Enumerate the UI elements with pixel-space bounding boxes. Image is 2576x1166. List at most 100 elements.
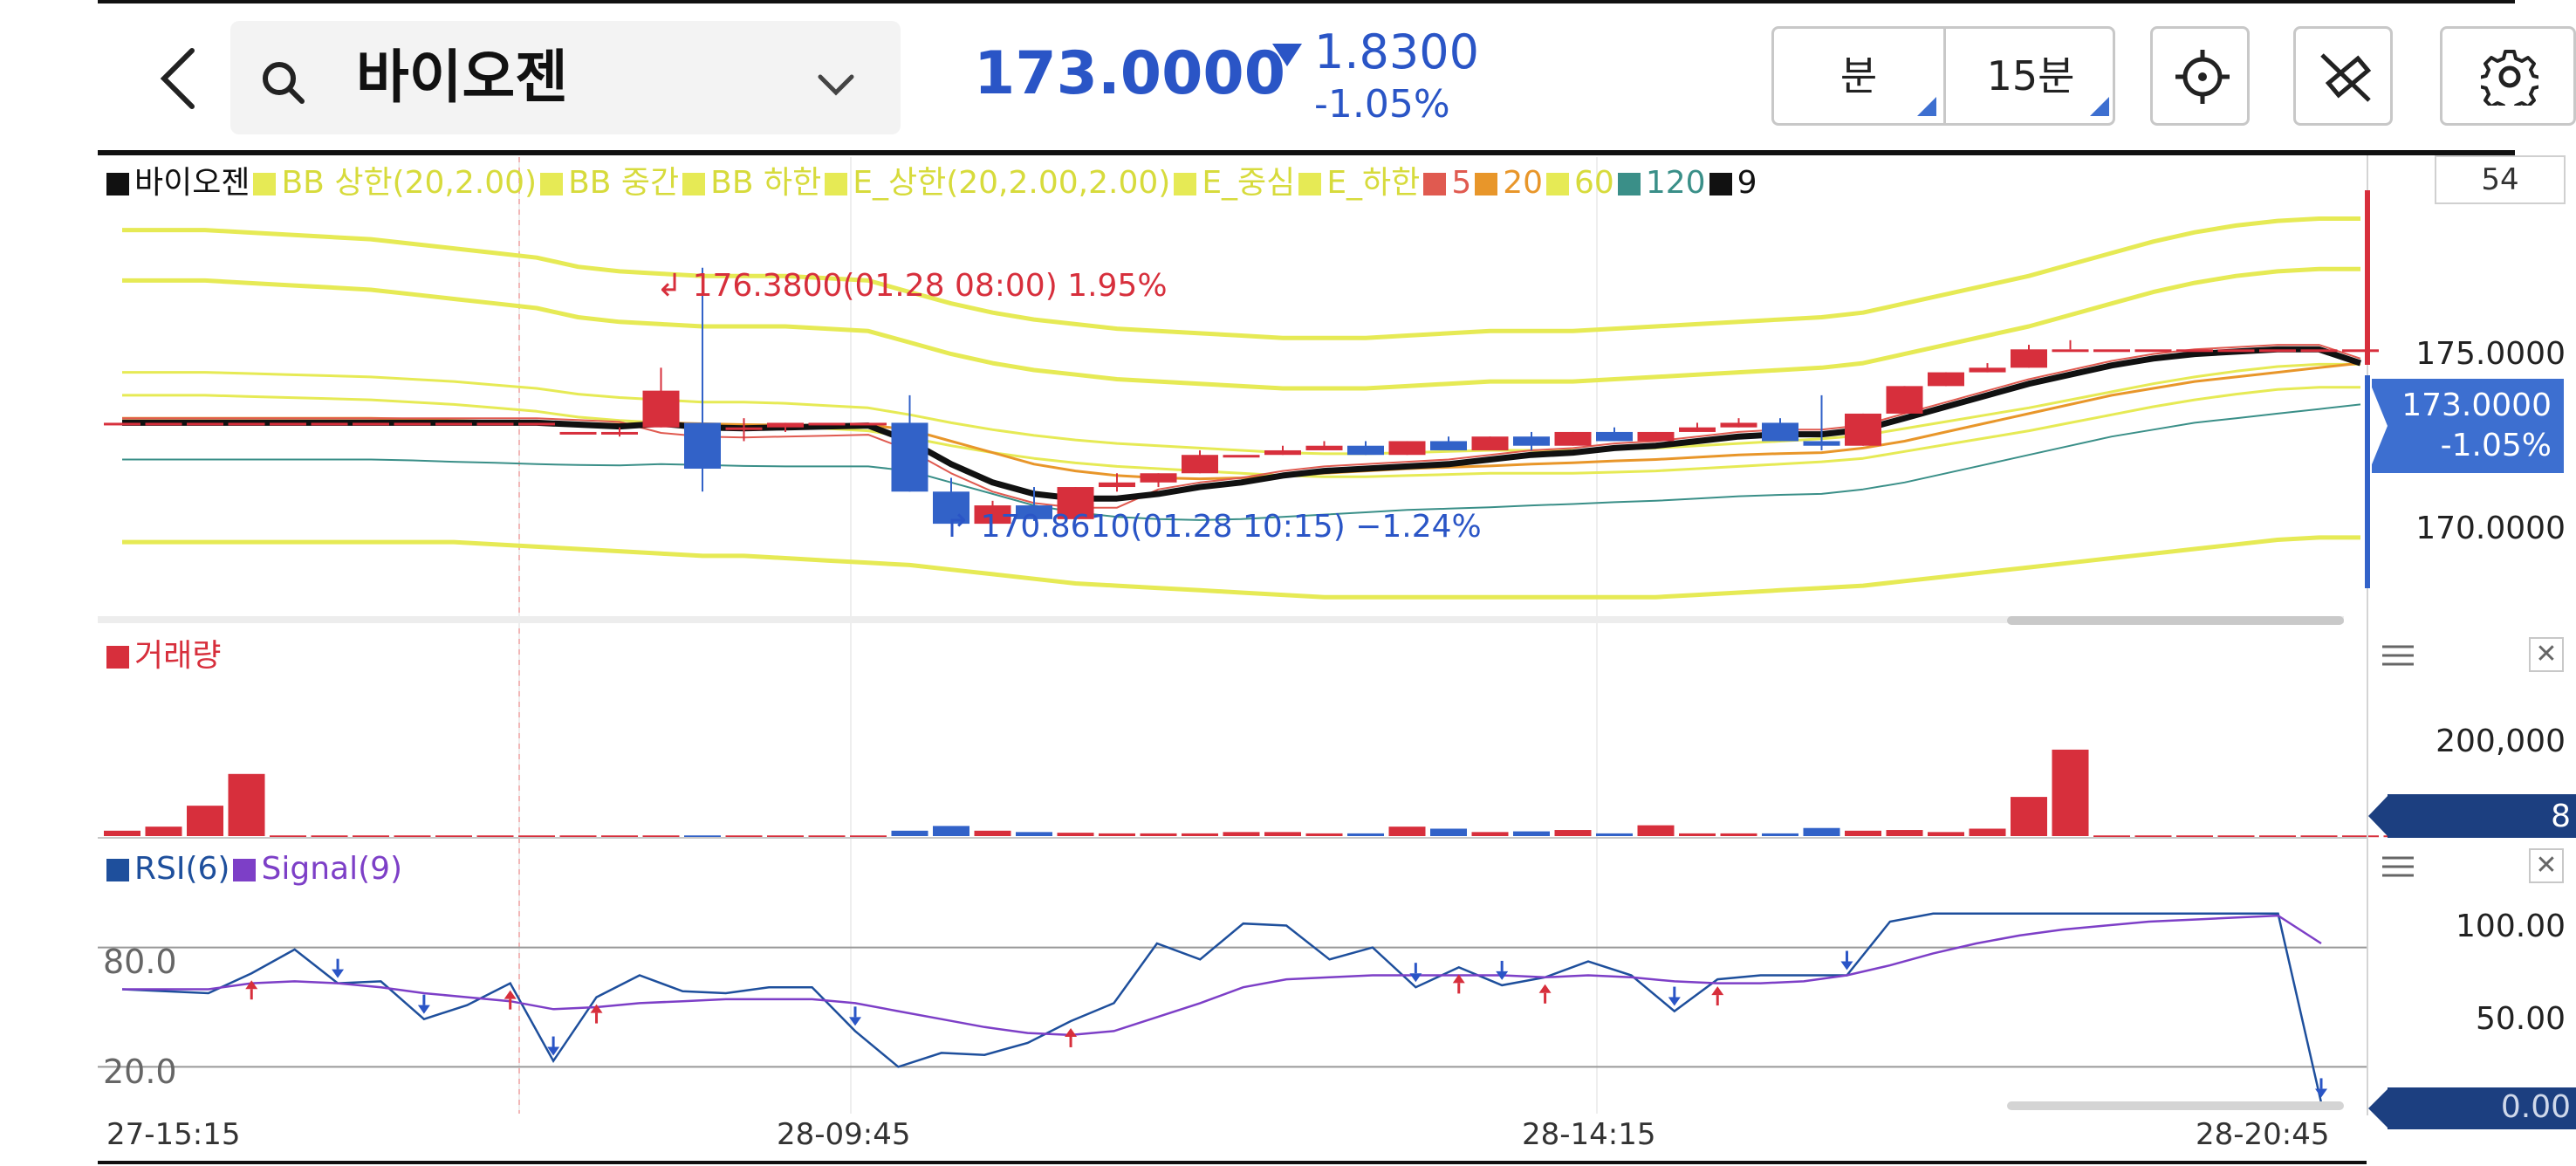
back-button[interactable] bbox=[154, 44, 206, 113]
price-range-up-bar bbox=[2365, 190, 2370, 365]
price-legend-label: BB 하한 bbox=[710, 165, 822, 201]
candle-body bbox=[1471, 436, 1509, 450]
buy-signal-arrow bbox=[1711, 986, 1724, 996]
rsi-legend-swatch bbox=[106, 859, 129, 881]
rsi-level-80-label: 80.0 bbox=[103, 943, 177, 981]
candle-body bbox=[1182, 455, 1218, 474]
price-legend-swatch bbox=[1617, 173, 1641, 195]
volume-bar bbox=[104, 830, 140, 836]
price-legend-swatch bbox=[825, 173, 848, 195]
visible-count-box[interactable]: 54 bbox=[2435, 155, 2566, 204]
price-range-down-bar bbox=[2365, 375, 2370, 588]
volume-bar bbox=[1554, 830, 1592, 836]
volume-bar bbox=[601, 835, 638, 838]
candle-body bbox=[2052, 349, 2089, 353]
candle-body bbox=[767, 422, 804, 428]
price-axis-label-low: 170.0000 bbox=[2415, 511, 2566, 546]
rsi-close-button[interactable]: ✕ bbox=[2529, 848, 2564, 883]
candle-body bbox=[1388, 441, 1426, 456]
signal-line bbox=[122, 914, 2322, 1037]
candle-body bbox=[559, 431, 597, 435]
price-legend-swatch bbox=[682, 173, 706, 195]
close-icon: ✕ bbox=[2535, 850, 2558, 881]
price-legend-label: 120 bbox=[1645, 165, 1706, 201]
candle-body bbox=[1347, 445, 1384, 456]
candle-body bbox=[1969, 367, 2006, 373]
volume-bar bbox=[1182, 833, 1218, 836]
rsi-legend: RSI(6) Signal(9) bbox=[106, 848, 406, 890]
sell-signal-arrow bbox=[1409, 973, 1422, 983]
volume-bar bbox=[1264, 832, 1301, 836]
volume-bar bbox=[850, 835, 887, 838]
current-price-badge: 173.0000 -1.05% bbox=[2372, 379, 2564, 473]
x-tick-2: 28-14:15 bbox=[1522, 1117, 1656, 1152]
price-legend-swatch bbox=[1423, 173, 1447, 195]
buy-signal-arrow bbox=[1538, 984, 1552, 993]
volume-bar bbox=[1099, 833, 1135, 836]
candle-body bbox=[2259, 349, 2296, 353]
candle-body bbox=[476, 422, 514, 426]
volume-bar bbox=[1430, 828, 1467, 836]
price-legend-swatch bbox=[1475, 173, 1498, 195]
price-legend-label: BB 중간 bbox=[568, 165, 680, 201]
low-arrow-icon: ↱ bbox=[944, 509, 971, 545]
close-icon: ✕ bbox=[2535, 639, 2558, 669]
price-legend-swatch bbox=[1298, 173, 1322, 195]
candle-body bbox=[1223, 455, 1260, 458]
buy-signal-arrow bbox=[504, 990, 517, 999]
candle-body bbox=[933, 491, 969, 525]
volume-bar bbox=[1016, 832, 1052, 836]
price-legend-label: BB 상한(20,2.00) bbox=[281, 165, 538, 201]
price-legend-label: 바이오젠 bbox=[134, 165, 250, 201]
volume-bar bbox=[2011, 797, 2047, 836]
candle-body bbox=[1430, 441, 1467, 450]
rsi-axis-label-mid: 50.00 bbox=[2475, 1001, 2566, 1037]
dropdown-corner-icon bbox=[2090, 97, 2109, 116]
rsi-legend-label: Signal(9) bbox=[261, 851, 403, 887]
price-panel-scrollbar[interactable] bbox=[2007, 616, 2344, 625]
rsi-legend-swatch bbox=[233, 859, 257, 881]
bb-middle-line bbox=[122, 362, 2360, 456]
candle-body bbox=[1596, 431, 1633, 442]
volume-bar bbox=[767, 835, 804, 838]
chevron-down-icon[interactable] bbox=[810, 68, 862, 103]
volume-bar bbox=[1762, 833, 1798, 836]
volume-bar bbox=[684, 835, 721, 838]
volume-bar bbox=[1845, 830, 1881, 836]
candle-body bbox=[1057, 487, 1094, 519]
volume-bar bbox=[1928, 832, 1964, 836]
volume-legend: 거래량 bbox=[106, 635, 221, 677]
candle-body bbox=[1762, 422, 1798, 442]
volume-bar bbox=[2176, 835, 2213, 838]
volume-bar bbox=[1803, 827, 1840, 836]
bb-upper-line bbox=[122, 216, 2360, 340]
price-legend-label: 20 bbox=[1503, 165, 1544, 201]
sell-signal-arrow bbox=[2315, 1088, 2327, 1098]
candle-body bbox=[1016, 505, 1052, 519]
volume-close-button[interactable]: ✕ bbox=[2529, 637, 2564, 672]
volume-bar bbox=[2217, 835, 2255, 838]
interval-unit-button[interactable]: 분 bbox=[1840, 52, 1878, 99]
volume-bar bbox=[1305, 833, 1343, 836]
volume-bar bbox=[1886, 830, 1923, 836]
settings-button[interactable] bbox=[2440, 26, 2576, 126]
volume-bar bbox=[145, 826, 182, 836]
volume-menu-icon[interactable] bbox=[2382, 644, 2414, 667]
back-icon bbox=[160, 48, 195, 109]
drawing-tool-toggle[interactable] bbox=[2293, 26, 2393, 126]
rsi-menu-icon[interactable] bbox=[2382, 855, 2414, 878]
stock-search-box[interactable]: 바이오젠 bbox=[230, 21, 901, 134]
volume-bar bbox=[2134, 835, 2172, 838]
candle-body bbox=[2300, 349, 2338, 353]
buy-signal-arrow bbox=[245, 980, 258, 990]
interval-value-button[interactable]: 15분 bbox=[1986, 52, 2075, 99]
x-tick-0: 27-15:15 bbox=[106, 1117, 241, 1152]
price-legend-swatch bbox=[1546, 173, 1570, 195]
volume-bar bbox=[933, 826, 969, 836]
crosshair-button[interactable] bbox=[2150, 26, 2250, 126]
volume-swatch bbox=[106, 646, 129, 669]
draw-tool-off-icon bbox=[2317, 48, 2374, 106]
rsi-panel-scrollbar[interactable] bbox=[2007, 1101, 2344, 1110]
candle-body bbox=[1845, 413, 1881, 446]
